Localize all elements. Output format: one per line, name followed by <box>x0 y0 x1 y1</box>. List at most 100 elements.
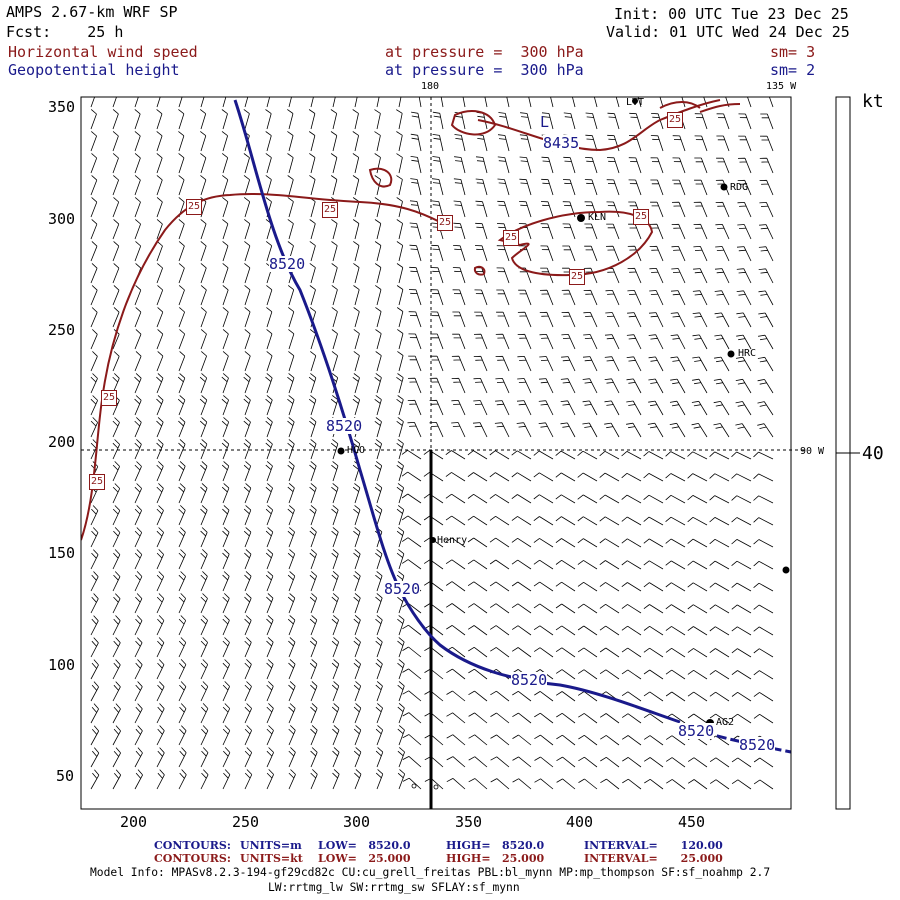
wind-barb <box>694 179 708 196</box>
wind-barb <box>222 197 229 218</box>
wind-barb <box>287 615 296 636</box>
wind-barb <box>556 756 576 768</box>
wind-barb <box>287 285 295 306</box>
wind-barb <box>178 527 186 548</box>
wind-barb <box>266 285 273 306</box>
wind-barb <box>669 400 686 416</box>
wind-barb <box>497 156 510 174</box>
wind-barb <box>512 778 532 790</box>
wind-barb <box>222 615 230 636</box>
wind-barb <box>374 219 382 240</box>
wind-barb <box>647 422 664 438</box>
wind-barb <box>222 351 229 372</box>
wind-barb <box>577 647 598 658</box>
wind-barb <box>156 769 165 790</box>
wind-barb <box>599 713 620 724</box>
wind-barb <box>451 422 466 438</box>
wind-barb <box>177 373 186 394</box>
wind-barb <box>265 571 274 592</box>
wind-barb <box>757 401 774 416</box>
footer-units-speed: UNITS=kt <box>240 852 303 865</box>
speed-label: 25 <box>667 112 684 128</box>
height-label: 8520 <box>326 417 363 435</box>
wind-barb <box>534 778 554 790</box>
wind-barb <box>519 201 532 218</box>
wind-barb <box>490 647 510 658</box>
wind-barb <box>402 777 422 790</box>
wind-barb <box>178 461 186 482</box>
wind-barb <box>288 329 295 350</box>
wind-barb <box>418 97 422 108</box>
wind-barb <box>648 378 664 394</box>
wind-barb <box>156 571 165 592</box>
wind-barb <box>331 329 338 350</box>
wind-barb <box>429 377 444 394</box>
wind-barb <box>445 472 466 482</box>
wind-barb <box>665 473 686 482</box>
wind-barb <box>200 351 207 372</box>
wind-barb <box>221 483 230 504</box>
height-contours <box>233 99 792 754</box>
wind-barb <box>309 483 317 504</box>
wind-barb <box>533 538 554 548</box>
wind-barb <box>572 97 576 108</box>
wind-barb <box>693 223 708 240</box>
wind-barb <box>244 725 252 746</box>
wind-barb <box>266 351 273 372</box>
wind-barb <box>736 312 752 328</box>
wind-barb <box>489 625 510 636</box>
wind-barb <box>445 559 466 570</box>
wind-barb <box>396 373 404 394</box>
wind-barb <box>156 505 164 526</box>
wind-barb <box>200 681 209 702</box>
wind-barb <box>445 603 466 614</box>
wind-barb <box>606 157 620 174</box>
wind-barb <box>90 549 99 570</box>
wind-barb <box>643 691 664 702</box>
station-hco-marker <box>337 447 345 455</box>
wind-barb <box>178 637 187 658</box>
wind-barb <box>401 449 422 460</box>
wind-barb <box>178 97 183 108</box>
wind-barb <box>156 417 164 438</box>
wind-barb <box>731 779 752 790</box>
wind-barb <box>582 400 598 416</box>
wind-barb <box>550 97 554 108</box>
wind-barb <box>606 201 620 218</box>
wind-barb <box>628 223 642 240</box>
wind-barb <box>374 175 381 196</box>
wind-barb <box>445 450 466 460</box>
wind-barb <box>621 604 642 614</box>
wind-barb <box>467 515 488 526</box>
wind-barb <box>374 483 383 504</box>
wind-barb <box>511 472 532 482</box>
wind-barb <box>758 246 774 262</box>
wind-barb <box>432 156 444 174</box>
wind-barb <box>375 637 383 658</box>
wind-barb <box>330 109 338 130</box>
wind-barb <box>511 625 532 636</box>
wind-barb <box>156 263 163 284</box>
wind-barb <box>309 461 317 482</box>
wind-barb <box>472 422 488 438</box>
wind-barb <box>244 659 252 680</box>
wind-barb <box>134 153 141 174</box>
wind-barb <box>539 334 554 350</box>
wind-barb <box>474 289 488 306</box>
wind-barb <box>497 178 510 196</box>
wind-barb <box>737 157 752 174</box>
wind-barb <box>468 646 488 658</box>
wind-barb <box>287 461 295 482</box>
wind-barb <box>402 712 422 724</box>
wind-barb <box>331 549 339 570</box>
wind-barb <box>353 505 361 526</box>
wind-barb <box>490 734 510 746</box>
wind-barb <box>665 538 686 548</box>
wind-barb <box>178 593 186 614</box>
wind-barb <box>474 245 488 262</box>
wind-barb <box>266 703 274 724</box>
wind-barb <box>511 581 532 592</box>
wind-barb <box>200 593 208 614</box>
wind-barb <box>244 307 251 328</box>
meridian-label-90w: 90 W <box>800 446 825 457</box>
